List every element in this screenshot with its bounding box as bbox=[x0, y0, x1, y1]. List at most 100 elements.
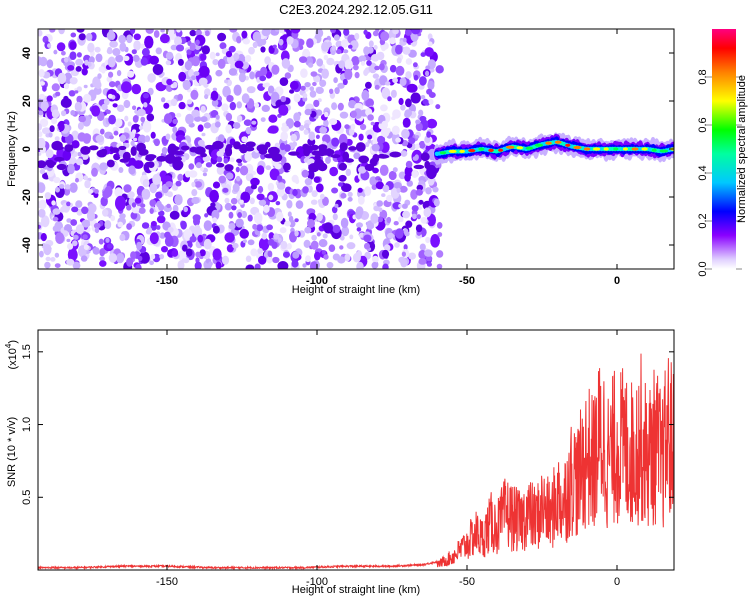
noise-blob bbox=[310, 71, 318, 77]
snr-y-axis: 1.5 1.0 0.5 bbox=[21, 344, 674, 505]
noise-blob bbox=[351, 56, 360, 66]
noise-blob bbox=[130, 29, 136, 35]
noise-blob bbox=[82, 133, 92, 144]
noise-blob bbox=[322, 233, 328, 239]
noise-blob bbox=[311, 190, 318, 198]
noise-blob bbox=[236, 101, 242, 109]
noise-blob bbox=[416, 184, 424, 191]
noise-blob bbox=[321, 68, 330, 79]
noise-blob bbox=[365, 108, 373, 117]
noise-blob bbox=[247, 214, 253, 222]
colorbar-tick-label: 0.8 bbox=[697, 69, 709, 84]
noise-blob bbox=[39, 118, 49, 127]
noise-blob bbox=[66, 201, 71, 207]
noise-blob bbox=[341, 226, 350, 237]
noise-blob bbox=[301, 169, 309, 178]
noise-blob bbox=[38, 131, 43, 138]
noise-blob bbox=[225, 50, 233, 58]
noise-blob bbox=[267, 182, 275, 192]
noise-blob bbox=[126, 204, 132, 211]
noise-blob bbox=[60, 97, 72, 108]
noise-blob bbox=[432, 186, 439, 193]
noise-blob bbox=[80, 255, 88, 262]
spectrogram-y-label: Frequency (Hz) bbox=[6, 111, 18, 187]
noise-blob bbox=[116, 104, 125, 113]
noise-blob bbox=[218, 175, 227, 184]
colorbar-tick-label: 0.4 bbox=[697, 165, 709, 180]
noise-blob bbox=[174, 36, 182, 47]
noise-blob bbox=[216, 162, 225, 168]
noise-blob bbox=[135, 263, 142, 269]
noise-blob bbox=[152, 64, 164, 75]
noise-blob bbox=[215, 69, 223, 77]
noise-blob bbox=[39, 250, 44, 258]
noise-blob bbox=[241, 136, 248, 143]
noise-blob bbox=[333, 34, 340, 41]
noise-blob bbox=[211, 99, 219, 107]
noise-blob bbox=[209, 51, 216, 60]
noise-blob bbox=[283, 251, 290, 258]
noise-blob bbox=[171, 249, 179, 257]
noise-blob bbox=[172, 81, 178, 88]
noise-blob bbox=[115, 195, 126, 211]
noise-blob bbox=[416, 214, 421, 220]
signal-peak bbox=[516, 146, 524, 150]
snr-line-layer bbox=[38, 353, 674, 570]
noise-blob bbox=[313, 99, 320, 108]
noise-blob bbox=[388, 170, 397, 181]
signal-peak bbox=[505, 145, 515, 149]
noise-blob bbox=[327, 41, 332, 48]
noise-blob bbox=[40, 215, 50, 228]
noise-blob bbox=[420, 152, 430, 162]
noise-blob bbox=[239, 165, 249, 176]
noise-blob bbox=[294, 218, 299, 223]
noise-blob bbox=[109, 147, 120, 154]
noise-blob bbox=[39, 93, 45, 100]
noise-blob bbox=[366, 60, 372, 66]
noise-blob bbox=[405, 98, 412, 108]
noise-blob bbox=[189, 146, 199, 153]
noise-blob bbox=[375, 29, 380, 33]
noise-blob bbox=[99, 256, 105, 262]
noise-blob bbox=[69, 41, 77, 50]
noise-blob bbox=[150, 220, 157, 227]
noise-blob bbox=[426, 213, 436, 227]
noise-blob bbox=[243, 119, 252, 126]
noise-blob bbox=[200, 153, 208, 158]
noise-blob bbox=[77, 152, 82, 157]
noise-blob bbox=[323, 222, 334, 234]
noise-blob bbox=[210, 125, 218, 131]
noise-blob bbox=[363, 69, 369, 76]
noise-blob bbox=[41, 127, 51, 135]
noise-blob bbox=[395, 44, 403, 55]
noise-blob bbox=[76, 95, 83, 104]
noise-blob bbox=[108, 253, 118, 263]
noise-blob bbox=[332, 224, 341, 234]
noise-blob bbox=[224, 164, 234, 172]
noise-blob bbox=[413, 74, 419, 81]
noise-blob bbox=[401, 251, 406, 257]
noise-blob bbox=[304, 82, 311, 88]
noise-blob bbox=[427, 80, 435, 90]
noise-blob bbox=[425, 65, 431, 70]
noise-blob bbox=[288, 215, 294, 223]
noise-blob bbox=[164, 235, 174, 247]
noise-blob bbox=[429, 68, 435, 73]
noise-blob bbox=[428, 98, 434, 105]
noise-blob bbox=[222, 187, 229, 193]
noise-blob bbox=[83, 84, 88, 89]
noise-blob bbox=[131, 206, 140, 214]
noise-blob bbox=[107, 56, 116, 68]
noise-blob bbox=[61, 50, 66, 56]
noise-blob bbox=[252, 31, 262, 42]
snr-scale-prefix: (x10 bbox=[7, 348, 19, 369]
noise-blob bbox=[376, 200, 384, 207]
noise-blob bbox=[253, 212, 263, 224]
noise-blob bbox=[347, 191, 353, 198]
noise-blob bbox=[176, 112, 182, 118]
noise-blob bbox=[338, 162, 347, 171]
noise-blob bbox=[372, 255, 379, 263]
noise-blob bbox=[66, 218, 72, 223]
noise-blob bbox=[67, 163, 75, 175]
noise-blob bbox=[140, 43, 145, 49]
